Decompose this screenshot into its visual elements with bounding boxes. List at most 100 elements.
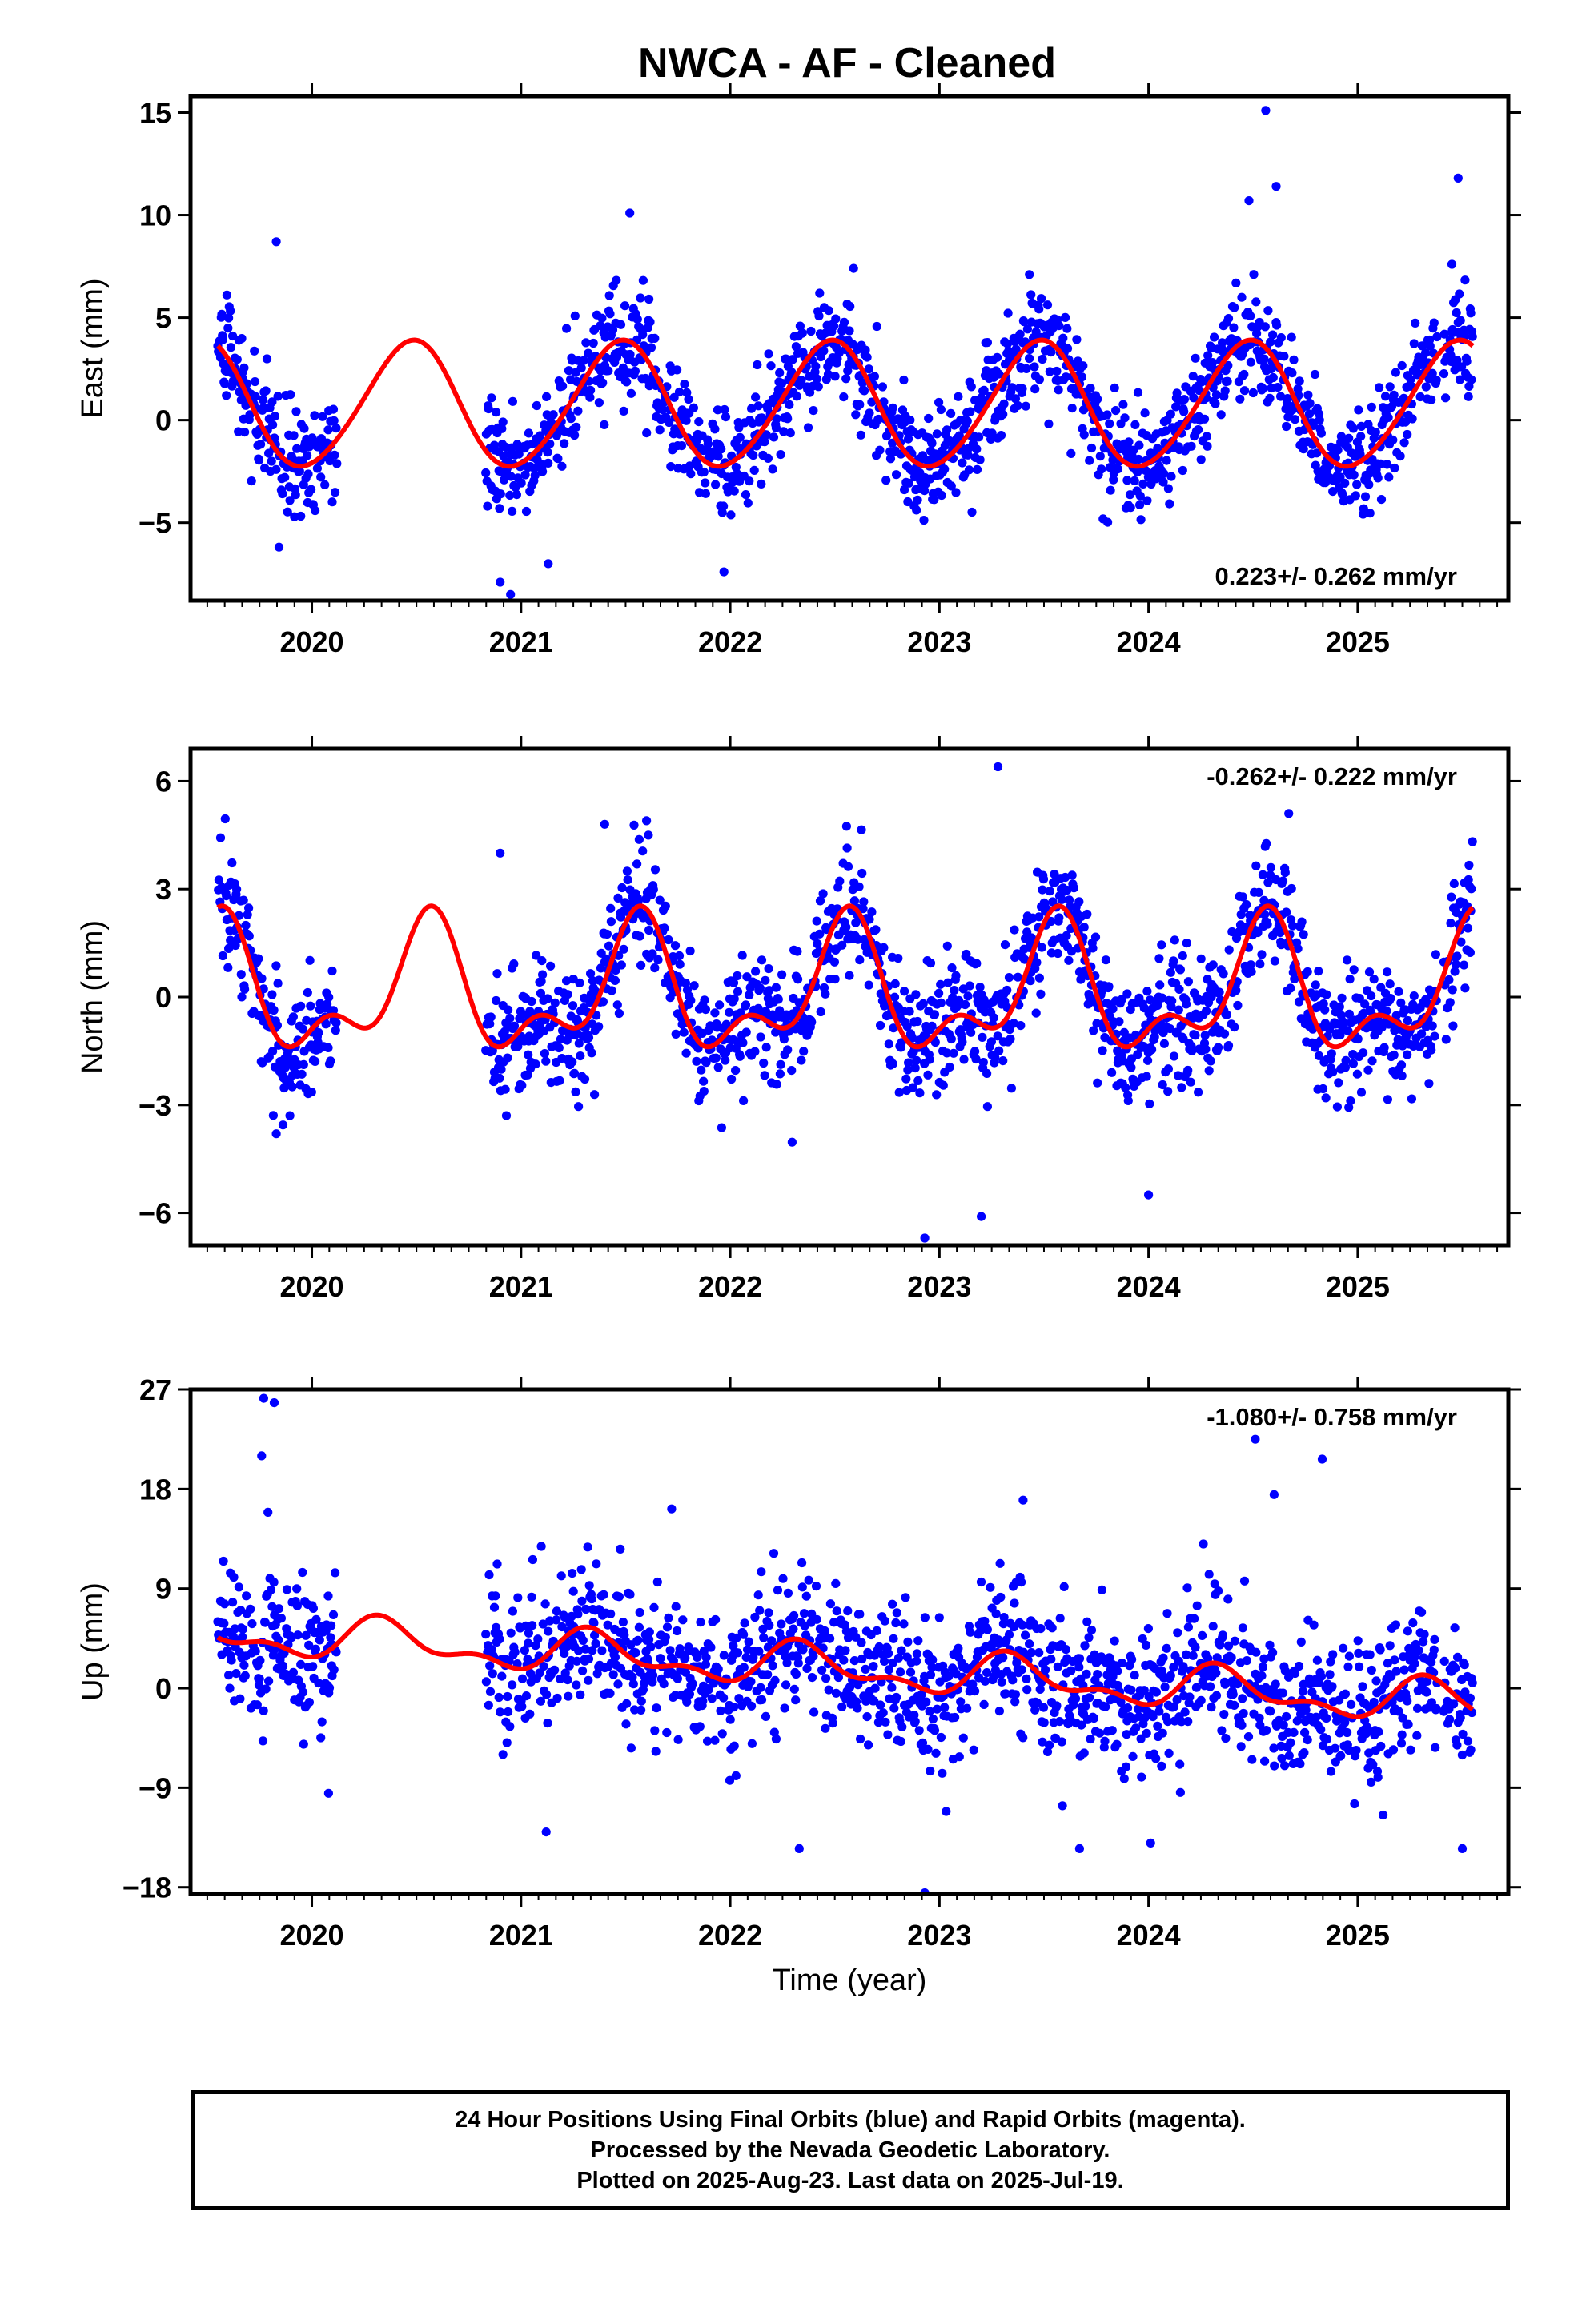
north-data-point [876, 989, 885, 999]
east-data-point [1466, 308, 1476, 318]
east-data-point [869, 372, 879, 381]
north-data-point [1158, 1080, 1167, 1090]
up-data-point [950, 1712, 960, 1723]
east-data-point [1030, 384, 1040, 394]
east-data-point [1140, 408, 1150, 418]
up-data-point [484, 1700, 493, 1710]
north-data-point [1224, 945, 1234, 955]
up-data-point [610, 1652, 620, 1662]
north-data-point [894, 1088, 904, 1097]
east-data-point [562, 324, 572, 333]
east-data-point [560, 439, 569, 448]
north-data-point [729, 978, 739, 987]
up-data-point [631, 1648, 640, 1658]
north-data-point [994, 1046, 1004, 1055]
north-data-point [1215, 987, 1224, 997]
up-data-point [1148, 1712, 1158, 1722]
east-data-point [992, 352, 1002, 362]
up-data-point [995, 1558, 1005, 1568]
up-data-point [1158, 1653, 1168, 1663]
up-data-point [274, 1604, 284, 1614]
up-data-point [485, 1661, 495, 1671]
north-data-point [888, 1059, 897, 1068]
up-data-point [560, 1668, 570, 1678]
north-data-point [1464, 860, 1474, 870]
east-data-point [673, 365, 682, 375]
up-data-point [528, 1621, 537, 1630]
north-data-point [1282, 907, 1291, 917]
up-data-point [264, 1676, 274, 1686]
north-data-point [1431, 950, 1440, 959]
up-data-point [504, 1656, 514, 1666]
up-data-point [568, 1586, 578, 1596]
up-data-point [701, 1653, 711, 1663]
north-data-point [326, 1056, 335, 1066]
east-data-point [1086, 384, 1095, 393]
north-data-point [934, 988, 944, 998]
east-data-point [811, 361, 821, 371]
east-data-point [1452, 356, 1462, 365]
north-data-point [936, 979, 946, 989]
east-ytick-label: 0 [155, 404, 171, 437]
up-data-point [1074, 1663, 1084, 1672]
north-data-point [1369, 975, 1379, 984]
east-data-point [1211, 399, 1220, 408]
up-data-point [980, 1676, 990, 1686]
east-data-point [899, 375, 909, 385]
up-data-point [1391, 1620, 1400, 1630]
east-data-point [936, 404, 946, 415]
north-data-point [517, 1080, 527, 1090]
up-data-point [1343, 1727, 1352, 1738]
up-data-point [843, 1606, 853, 1616]
east-data-point [946, 481, 956, 491]
north-data-point [1262, 838, 1271, 848]
north-data-point [1201, 1044, 1211, 1054]
up-data-point [897, 1722, 907, 1731]
east-data-point [1237, 292, 1247, 302]
north-data-point [841, 923, 851, 932]
east-data-point [1283, 394, 1292, 404]
up-data-point [1162, 1643, 1171, 1653]
north-data-point [829, 957, 839, 967]
north-data-point [835, 876, 845, 886]
up-data-point [917, 1738, 928, 1747]
up-outlier-point [259, 1393, 268, 1403]
up-data-point [994, 1707, 1004, 1716]
east-data-point [543, 448, 552, 457]
east-data-point [307, 433, 317, 443]
up-data-point [572, 1656, 582, 1666]
north-data-point [966, 1027, 976, 1037]
up-data-point [928, 1655, 938, 1665]
up-data-point [513, 1593, 523, 1602]
east-data-point [1409, 339, 1419, 348]
up-data-point [583, 1542, 592, 1552]
east-data-point [222, 391, 231, 400]
up-data-point [508, 1680, 517, 1690]
east-data-point [1376, 495, 1387, 505]
up-data-point [897, 1646, 906, 1655]
up-data-point [659, 1679, 669, 1689]
up-data-point [869, 1662, 878, 1671]
up-data-point [1119, 1774, 1129, 1783]
east-data-point [1135, 500, 1145, 510]
east-data-point [861, 345, 870, 355]
east-data-point [1159, 468, 1169, 479]
north-data-point [297, 1069, 307, 1079]
up-data-point [1456, 1713, 1465, 1723]
up-data-point [706, 1642, 716, 1652]
east-data-point [1165, 499, 1174, 509]
up-data-point [1242, 1656, 1251, 1666]
up-data-point [709, 1679, 719, 1688]
east-data-point [1136, 515, 1146, 525]
east-data-point [1030, 362, 1039, 372]
north-data-point [1121, 1083, 1130, 1092]
north-data-point [865, 915, 874, 924]
north-data-point [764, 964, 773, 974]
north-data-point [729, 994, 739, 1003]
up-data-point [606, 1609, 616, 1618]
east-data-point [570, 430, 580, 440]
up-data-point [982, 1668, 992, 1678]
east-data-point [951, 488, 961, 497]
north-data-point [613, 893, 623, 903]
